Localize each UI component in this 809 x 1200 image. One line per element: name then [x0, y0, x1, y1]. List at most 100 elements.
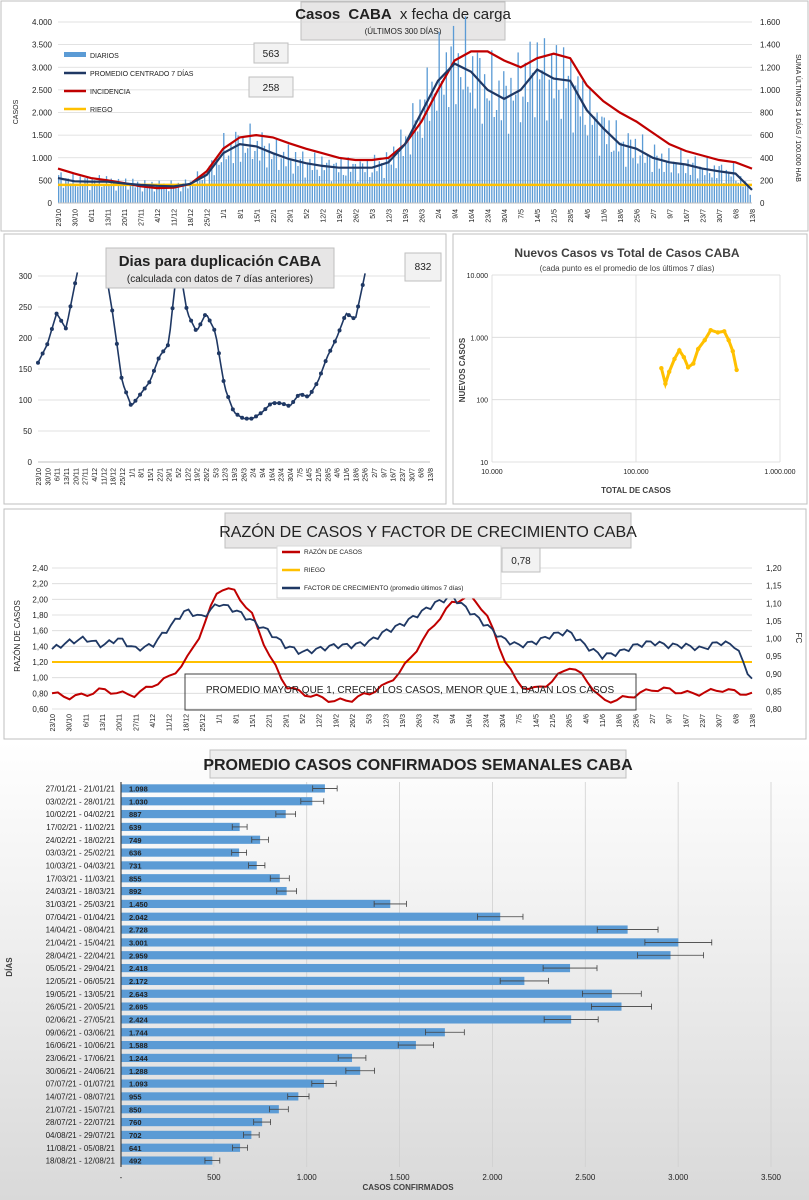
p4-xtick: 30/10 [67, 714, 74, 732]
daily-case-bar [388, 157, 390, 203]
daily-case-bar [436, 110, 438, 203]
daily-case-bar [151, 181, 153, 203]
daily-case-bar [371, 172, 373, 203]
annotation-value-2: 258 [263, 83, 280, 94]
panel-4-legend-box [276, 545, 502, 599]
doubling-days-point [142, 386, 147, 391]
daily-case-bar [445, 52, 447, 203]
daily-case-bar [247, 148, 249, 203]
daily-case-bar [381, 163, 383, 203]
weekly-value-label: 1.030 [129, 797, 148, 806]
daily-case-bar [302, 151, 304, 203]
doubling-days-point [170, 306, 175, 311]
daily-case-bar [192, 185, 194, 203]
new-vs-total-point [708, 328, 713, 333]
p1-xtick: 23/10 [56, 209, 63, 227]
p2-xtick: 14/5 [307, 468, 314, 482]
daily-case-bar [409, 154, 412, 203]
weekly-value-label: 731 [129, 861, 142, 870]
doubling-days-point [73, 281, 78, 286]
p1-xtick: 26/3 [420, 209, 427, 223]
daily-case-bar [749, 194, 751, 203]
p5-category-label: 24/02/21 - 18/02/21 [46, 836, 116, 845]
daily-case-bar [165, 187, 168, 203]
daily-case-bar [237, 135, 239, 203]
p4-ytick-right: 1,00 [766, 635, 782, 644]
p4-xtick: 12/2 [317, 714, 324, 728]
weekly-value-label: 892 [129, 887, 142, 896]
panel-4-note: PROMEDIO MAYOR QUE 1, CRECEN LOS CASOS, … [206, 685, 615, 696]
daily-case-bar [385, 152, 388, 203]
p2-xtick: 4/12 [92, 468, 99, 482]
panel-1-title-box [300, 1, 506, 41]
daily-case-bar [637, 163, 639, 203]
weekly-case-bar [121, 899, 391, 909]
doubling-days-point [267, 402, 272, 407]
daily-case-bar [65, 178, 67, 203]
p2-xtick: 9/7 [381, 468, 388, 478]
doubling-days-point [258, 411, 263, 416]
daily-case-bar [431, 81, 433, 203]
p4-xtick: 2/4 [433, 714, 440, 724]
weekly-value-label: 2.042 [129, 913, 148, 922]
daily-case-bar [62, 187, 65, 203]
daily-case-bar [153, 191, 156, 203]
doubling-days-point [356, 304, 361, 309]
daily-case-bar [268, 143, 270, 203]
panel-1-ylabel: CASOS [13, 99, 20, 124]
p5-category-label: 18/08/21 - 12/08/21 [46, 1157, 116, 1166]
p2-xtick: 6/8 [419, 468, 426, 478]
p4-xtick: 11/12 [167, 714, 174, 731]
doubling-days-point [318, 371, 323, 376]
panel-1-ylabel-right: SUMA ÚLTIMOS 14 DÍAS / 100.000 HAB [794, 54, 803, 182]
daily-case-bar [632, 158, 634, 203]
p3-xtick: 1.000.000 [764, 469, 795, 476]
new-vs-total-point [659, 365, 664, 371]
daily-case-bar [543, 38, 546, 204]
weekly-value-label: 1.588 [129, 1041, 148, 1050]
daily-case-bar [692, 162, 694, 203]
daily-case-bar [340, 157, 342, 203]
p4-xtick: 1/1 [217, 714, 224, 724]
p4-xtick: 23/7 [700, 714, 707, 728]
daily-case-bar [565, 88, 567, 203]
panel-2-annotation-value: 832 [415, 262, 432, 273]
p4-xtick: 7/5 [517, 714, 524, 724]
p4-xtick: 18/12 [183, 714, 190, 732]
p1-ytick-right: 1.400 [760, 41, 781, 50]
p2-xtick: 19/2 [195, 468, 202, 482]
weekly-value-label: 2.424 [129, 1015, 149, 1024]
p3-xtick: 100.000 [623, 469, 648, 476]
p5-category-label: 12/05/21 - 06/05/21 [46, 977, 116, 986]
daily-case-bar [524, 62, 526, 203]
daily-case-bar [419, 99, 421, 203]
p2-xtick: 26/3 [241, 468, 248, 482]
annotation-box-2 [248, 76, 294, 98]
daily-case-bar [512, 100, 515, 203]
daily-case-bar [89, 190, 91, 203]
daily-case-bar [103, 185, 105, 203]
p1-ytick: 2.000 [32, 109, 53, 118]
panel-4-legend: RAZÓN DE CASOS RIEGO FACTOR DE CRECIMIEN… [276, 545, 502, 599]
daily-case-bar [122, 185, 124, 203]
p1-ytick-right: 200 [760, 176, 774, 185]
p2-xtick: 30/4 [288, 468, 295, 482]
daily-case-bar [110, 178, 112, 203]
daily-case-bar [723, 182, 725, 203]
daily-case-bar [443, 94, 445, 203]
new-vs-total-point [685, 365, 691, 370]
p4-ytick: 1,20 [32, 658, 48, 667]
daily-case-bar [680, 149, 682, 203]
legend-label-fc: FACTOR DE CRECIMIENTO (promedio últimos … [304, 585, 463, 592]
p1-xtick: 23/7 [700, 209, 707, 223]
daily-case-bar [373, 154, 376, 203]
daily-case-bar [562, 47, 565, 203]
daily-case-bar [345, 175, 347, 203]
p4-ytick: 2,00 [32, 595, 48, 604]
p2-xtick: 23/10 [36, 468, 43, 486]
daily-case-bar [376, 171, 378, 203]
daily-case-bar [402, 156, 404, 203]
daily-case-bar [393, 146, 395, 203]
daily-case-bar [495, 110, 498, 203]
daily-case-bar [244, 152, 246, 203]
